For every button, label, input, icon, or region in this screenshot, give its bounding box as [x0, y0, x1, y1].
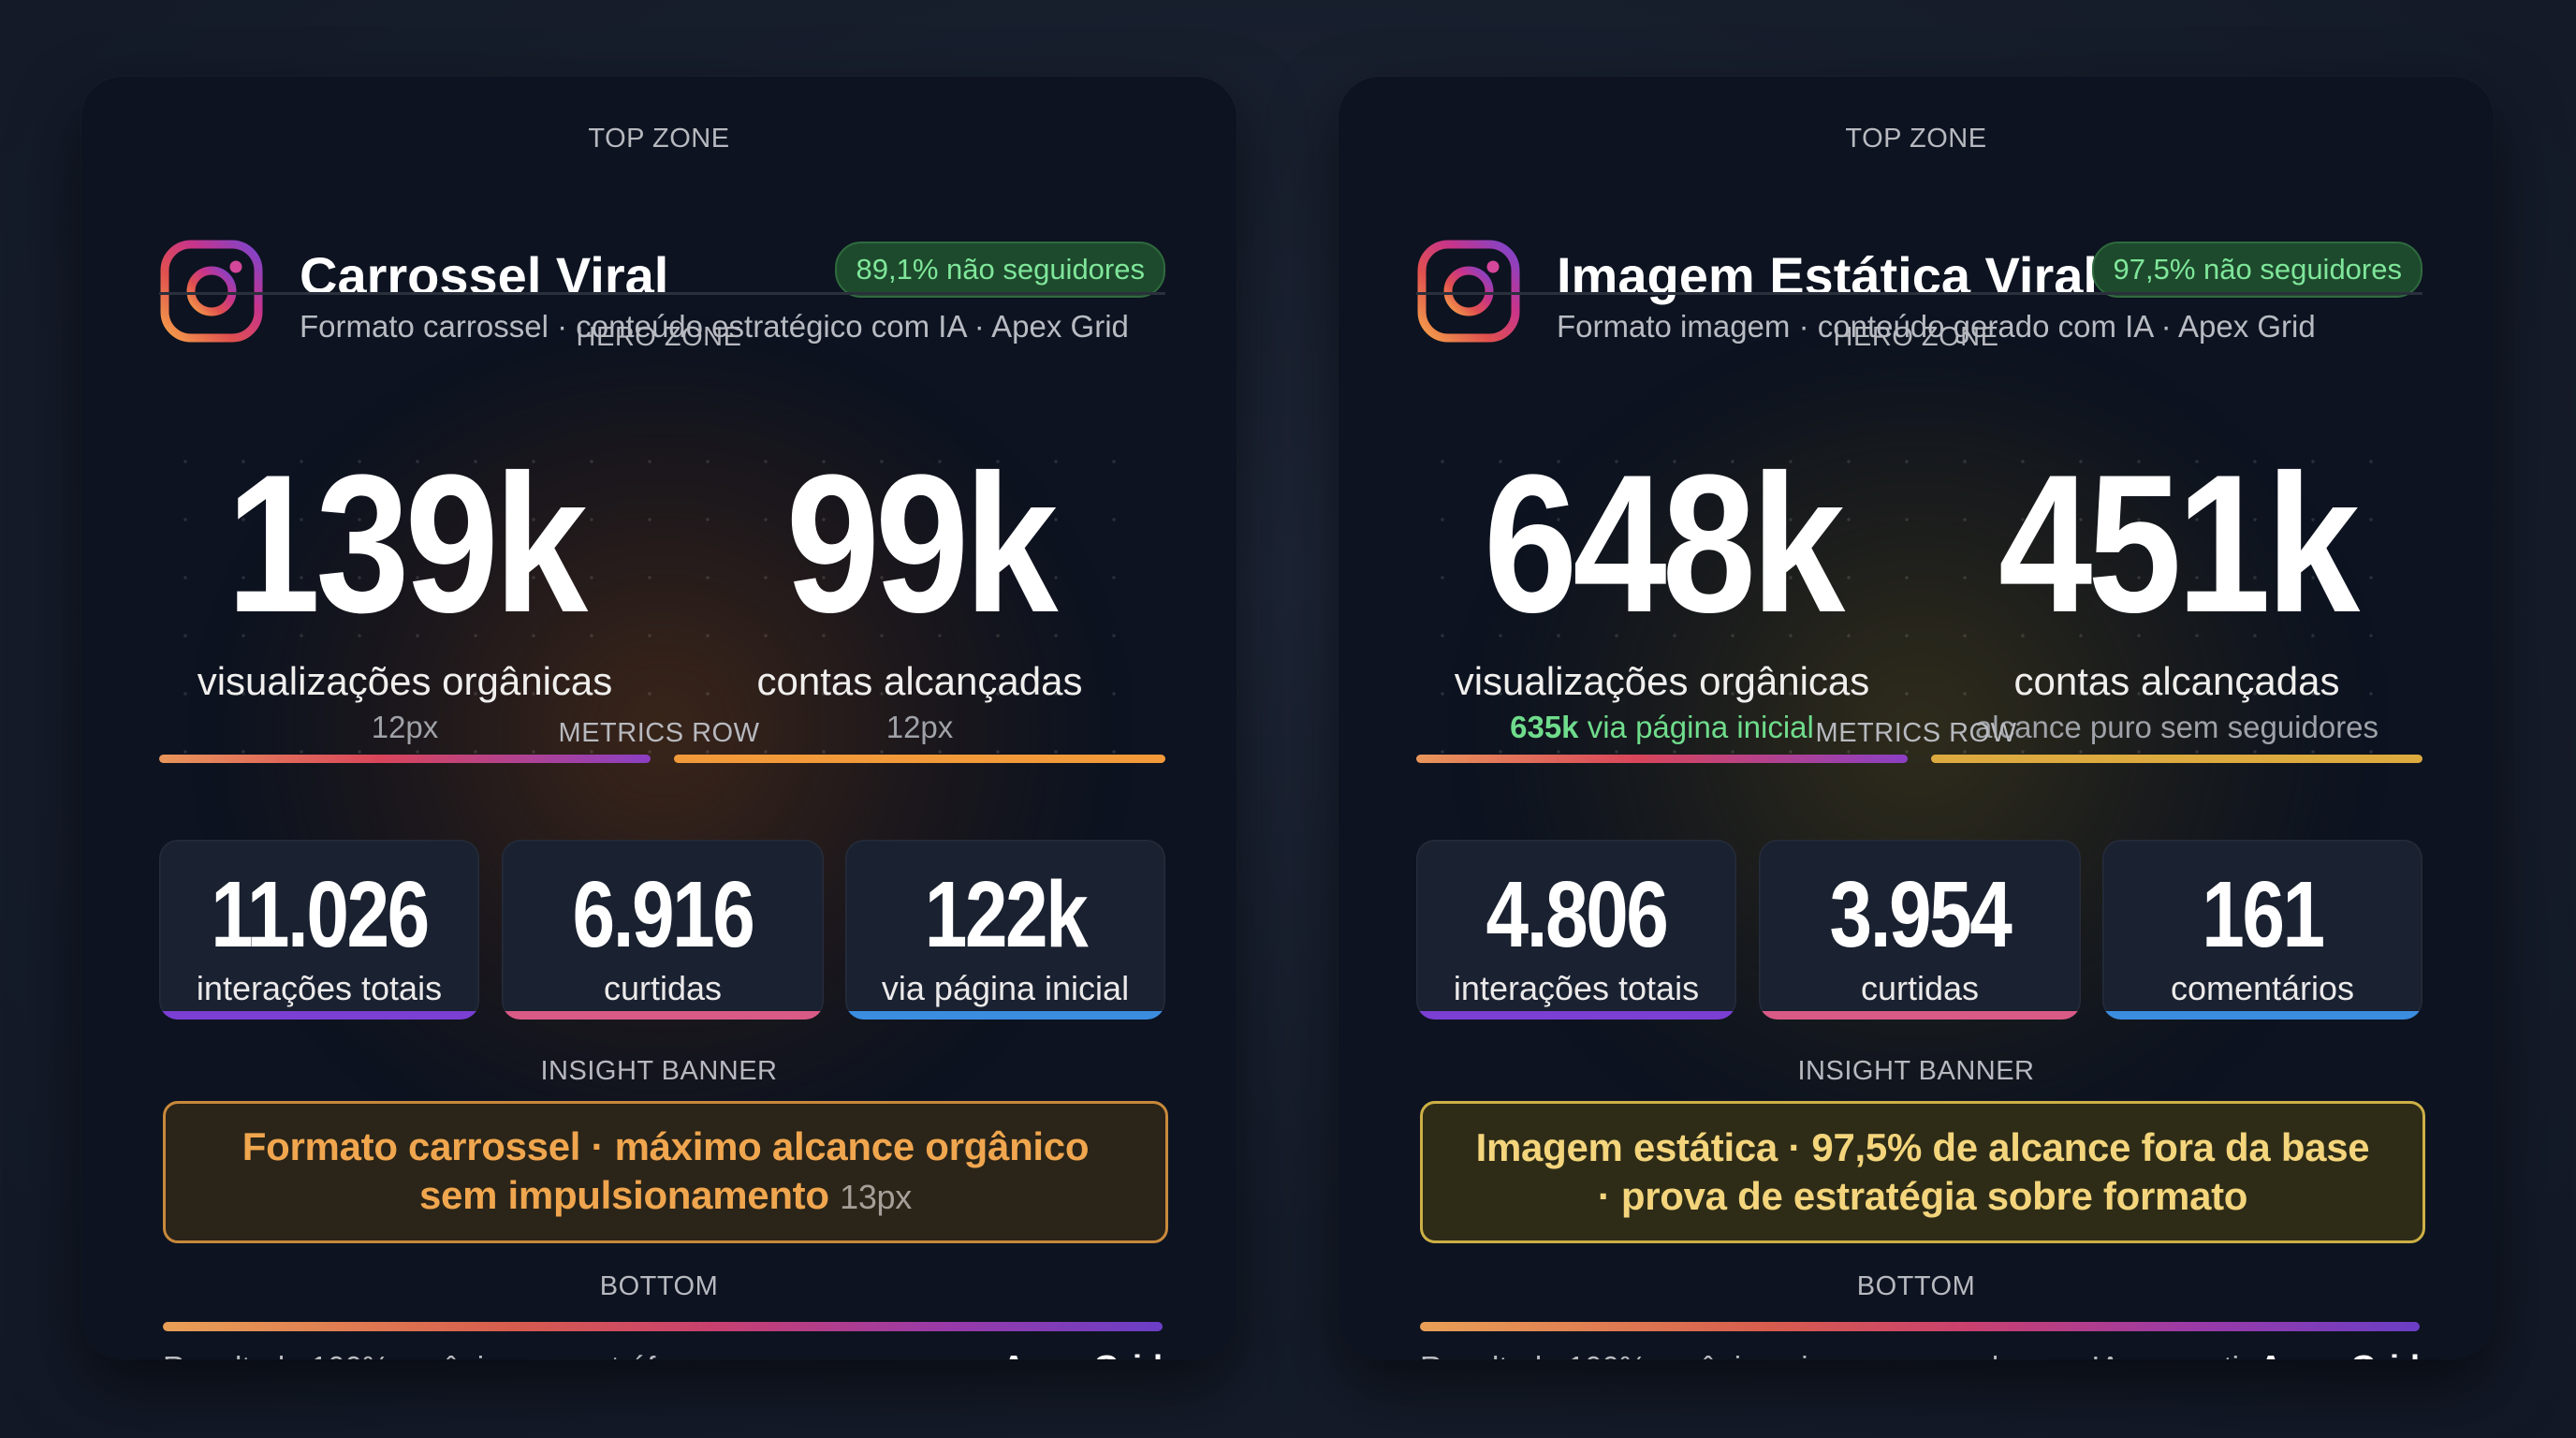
hero-sub: 12px: [886, 710, 954, 744]
hero-zone: 648k visualizações orgânicas 635k via pá…: [1416, 433, 2422, 770]
metric-accent-bar: [845, 1011, 1165, 1020]
hero-sub-text: via página inicial: [1587, 710, 1814, 744]
metrics-row: 4.806 interações totais 3.954 curtidas 1…: [1416, 840, 2422, 1027]
top-zone-label: TOP ZONE: [1845, 124, 1987, 154]
carrossel-card: TOP ZONE Carrossel Viral Formato carross…: [81, 77, 1237, 1359]
card-title: Carrossel Viral: [300, 246, 669, 305]
hero-accent-bar: [1416, 755, 1908, 763]
header-divider: [159, 292, 1165, 295]
metric-value: 4.806: [1486, 862, 1669, 967]
insight-line: Imagem estática · 97,5% de alcance fora …: [1475, 1125, 2370, 1169]
metric-value: 11.026: [211, 862, 430, 967]
bottom-zone-label: BOTTOM: [599, 1271, 719, 1301]
card-header: Carrossel Viral Formato carrossel · cont…: [159, 159, 1165, 346]
hero-zone-label: HERO ZONE: [1833, 322, 1999, 352]
insight-line: sem impulsionamento: [419, 1173, 829, 1217]
footer-brand: Apex Grid: [1002, 1348, 1163, 1359]
metric-card-likes: 6.916 curtidas: [502, 840, 824, 1020]
hero-sub: 12px: [371, 710, 439, 744]
metric-accent-bar: [1759, 1011, 2081, 1020]
footer-note: Resultado 100% orgânico · sem tráfego pa…: [163, 1350, 784, 1359]
hero-label: contas alcançadas: [2013, 659, 2340, 703]
metric-label: interações totais: [196, 969, 443, 1007]
metric-value: 122k: [924, 862, 1089, 967]
card-title: Imagem Estática Viral: [1557, 246, 2098, 305]
hero-zone-label: HERO ZONE: [576, 322, 742, 352]
metric-card-likes: 3.954 curtidas: [1759, 840, 2081, 1020]
header-divider: [1416, 292, 2422, 295]
hero-accent-bar: [159, 755, 651, 763]
bottom-gradient-bar: [1420, 1322, 2420, 1331]
metric-card-interactions: 4.806 interações totais: [1416, 840, 1736, 1020]
hero-label: visualizações orgânicas: [197, 659, 613, 703]
metric-value: 161: [2202, 862, 2325, 967]
hero-zone: 139k visualizações orgânicas 12px 99k co…: [159, 433, 1165, 770]
metric-label: curtidas: [1860, 969, 1980, 1007]
insight-banner: Imagem estática · 97,5% de alcance fora …: [1420, 1101, 2425, 1243]
metric-card-comments: 161 comentários: [2102, 840, 2422, 1020]
hero-stat-reach: 451k contas alcançadas alcance puro sem …: [1931, 433, 2422, 745]
insight-suffix: 13px: [840, 1178, 912, 1216]
footer-note: Resultado 100% orgânico · imagem gerada …: [1420, 1350, 2272, 1359]
non-followers-badge: 89,1% não seguidores: [835, 242, 1165, 298]
hero-stat-views: 139k visualizações orgânicas 12px: [159, 433, 651, 745]
metrics-row-label: METRICS ROW: [558, 718, 760, 748]
hero-sub: alcance puro sem seguidores: [1974, 710, 2379, 744]
hero-accent-bar: [1931, 755, 2422, 763]
hero-value: 451k: [1998, 433, 2360, 653]
metrics-row: 11.026 interações totais 6.916 curtidas …: [159, 840, 1165, 1027]
bottom-zone-label: BOTTOM: [1856, 1271, 1976, 1301]
bottom-gradient-bar: [163, 1322, 1163, 1331]
hero-value: 648k: [1483, 433, 1845, 653]
hero-accent-bar: [674, 755, 1165, 763]
metric-label: interações totais: [1453, 969, 1700, 1007]
hero-stat-views: 648k visualizações orgânicas 635k via pá…: [1416, 433, 1908, 745]
hero-value: 139k: [226, 433, 588, 653]
insight-line: Formato carrossel · máximo alcance orgân…: [242, 1124, 1090, 1168]
card-footer: Resultado 100% orgânico · imagem gerada …: [1420, 1348, 2420, 1359]
hero-stat-reach: 99k contas alcançadas 12px: [674, 433, 1165, 745]
metric-value: 3.954: [1829, 862, 2012, 967]
non-followers-badge: 97,5% não seguidores: [2092, 242, 2422, 298]
hero-label: contas alcançadas: [756, 659, 1083, 703]
card-subtitle: Formato carrossel · conteúdo estratégico…: [300, 309, 1129, 344]
instagram-icon: [160, 240, 263, 343]
insight-banner-label: INSIGHT BANNER: [540, 1056, 778, 1086]
hero-label: visualizações orgânicas: [1454, 659, 1870, 703]
top-zone-label: TOP ZONE: [588, 124, 730, 154]
metric-label: comentários: [2170, 969, 2355, 1007]
metric-card-interactions: 11.026 interações totais: [159, 840, 479, 1020]
hero-sub-highlight: 635k: [1510, 710, 1579, 744]
footer-brand: Apex Grid: [2259, 1348, 2420, 1359]
insight-banner: Formato carrossel · máximo alcance orgân…: [163, 1101, 1168, 1243]
metrics-row-label: METRICS ROW: [1815, 718, 2017, 748]
metric-card-homepage: 122k via página inicial: [845, 840, 1165, 1020]
hero-sub: 635k via página inicial: [1416, 710, 1908, 745]
metric-accent-bar: [2102, 1011, 2422, 1020]
metric-accent-bar: [159, 1011, 479, 1020]
metric-label: via página inicial: [881, 969, 1130, 1007]
imagem-estatica-card: TOP ZONE Imagem Estática Viral Formato i…: [1339, 77, 2494, 1359]
metric-value: 6.916: [572, 862, 755, 967]
card-footer: Resultado 100% orgânico · sem tráfego pa…: [163, 1348, 1163, 1359]
metric-label: curtidas: [603, 969, 723, 1007]
hero-value: 99k: [785, 433, 1059, 653]
instagram-icon: [1417, 240, 1520, 343]
insight-line: · prova de estratégia sobre formato: [1597, 1174, 2248, 1218]
insight-banner-label: INSIGHT BANNER: [1797, 1056, 2035, 1086]
card-subtitle: Formato imagem · conteúdo gerado com IA …: [1557, 309, 2316, 344]
card-header: Imagem Estática Viral Formato imagem · c…: [1416, 159, 2422, 346]
metric-accent-bar: [502, 1011, 824, 1020]
metric-accent-bar: [1416, 1011, 1736, 1020]
